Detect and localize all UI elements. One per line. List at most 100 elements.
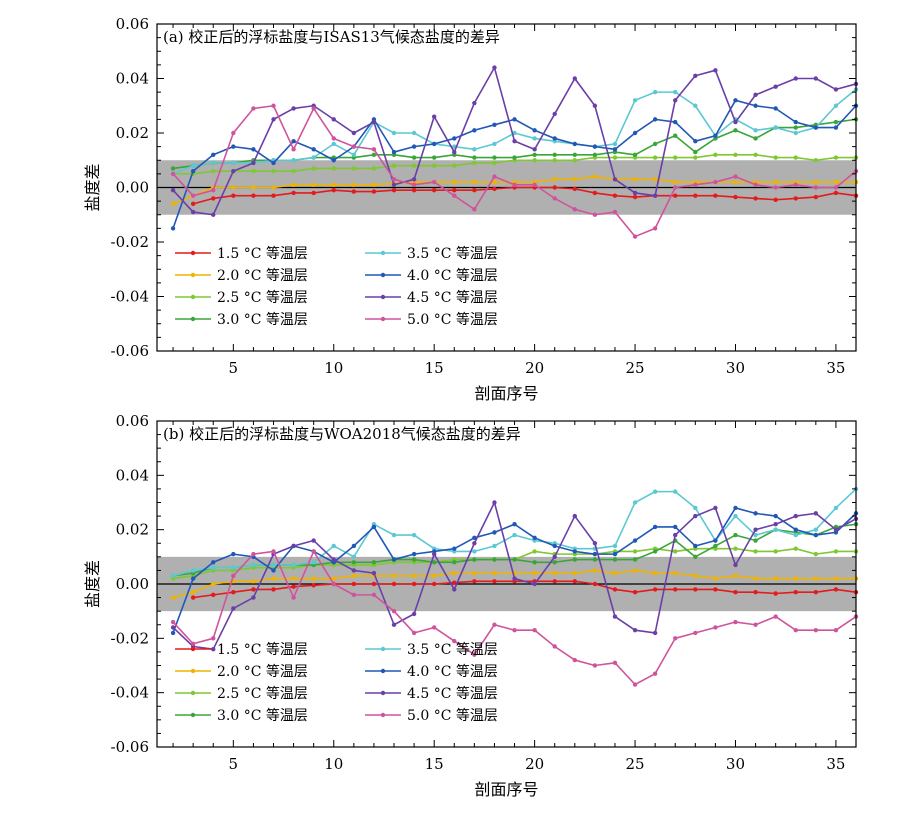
x-tick-label: 25 (626, 755, 645, 773)
data-point-s1-30 (773, 576, 778, 581)
data-point-s6-3 (231, 606, 236, 611)
data-point-s6-13 (431, 551, 437, 557)
data-point-s4-6 (291, 562, 296, 568)
data-point-s4-26 (693, 505, 698, 511)
data-point-s3-16 (492, 557, 497, 562)
data-point-s1-5 (271, 185, 276, 190)
legend-item-5: 4.0 °C 等温层 (365, 663, 498, 680)
x-tick-label: 10 (324, 755, 343, 773)
data-point-s5-16 (492, 530, 497, 535)
data-point-s6-1 (190, 209, 196, 215)
data-point-s4-11 (391, 532, 397, 538)
data-point-s0-24 (673, 587, 678, 592)
data-point-s2-2 (211, 168, 216, 174)
data-point-s3-19 (552, 152, 557, 157)
data-point-s2-29 (753, 549, 758, 554)
data-point-s3-31 (793, 125, 798, 130)
data-point-s6-3 (231, 168, 236, 174)
data-point-s2-13 (431, 163, 437, 168)
x-tick-label: 20 (525, 359, 544, 377)
data-point-s5-9 (351, 543, 357, 549)
data-point-s2-5 (271, 168, 276, 174)
data-point-s2-4 (251, 168, 256, 174)
data-point-s0-5 (291, 584, 296, 589)
data-point-s6-23 (632, 627, 638, 633)
data-point-s4-8 (331, 141, 336, 147)
y-tick-label: 0.04 (116, 466, 149, 484)
x-tick-label: 15 (425, 359, 444, 377)
data-point-s0-3 (251, 587, 256, 592)
data-point-s6-9 (351, 568, 357, 573)
data-point-s5-2 (211, 560, 216, 565)
data-point-s7-9 (351, 144, 357, 149)
data-point-s1-25 (673, 570, 678, 576)
data-point-s6-33 (833, 87, 839, 92)
legend-item-2: 2.5 °C 等温层 (175, 289, 308, 306)
data-point-s6-25 (673, 98, 678, 103)
data-point-s0-20 (592, 190, 598, 196)
data-point-s7-24 (652, 671, 658, 676)
data-point-s0-27 (733, 589, 738, 595)
data-point-s5-2 (211, 152, 216, 157)
data-point-s0-2 (231, 589, 236, 595)
data-point-s6-25 (673, 532, 678, 538)
data-point-s0-32 (833, 190, 839, 196)
data-point-s5-18 (532, 535, 537, 541)
data-point-s5-5 (271, 160, 276, 166)
y-tick-label: -0.06 (111, 738, 149, 756)
data-point-s7-28 (733, 174, 738, 179)
legend-swatch-marker (190, 668, 196, 674)
data-point-s7-16 (492, 174, 497, 179)
data-point-s6-8 (331, 117, 336, 122)
data-point-s5-17 (512, 117, 517, 122)
data-point-s1-5 (271, 576, 276, 581)
y-tick-label: -0.04 (111, 288, 149, 306)
data-point-s7-14 (452, 193, 457, 198)
legend-item-7: 5.0 °C 等温层 (365, 707, 498, 724)
data-point-s6-11 (391, 622, 397, 627)
data-point-s1-21 (592, 568, 598, 573)
y-axis-title: 盐度差 (83, 163, 102, 211)
data-point-s7-10 (371, 592, 377, 598)
data-point-s5-19 (552, 136, 557, 141)
data-point-s7-30 (773, 614, 778, 619)
data-point-s7-21 (592, 212, 598, 217)
data-point-s6-33 (833, 527, 839, 532)
data-point-s7-13 (431, 179, 437, 185)
legend-item-6: 4.5 °C 等温层 (365, 289, 498, 306)
data-point-s7-17 (512, 627, 517, 633)
data-point-s0-6 (311, 190, 316, 196)
data-point-s3-28 (733, 128, 738, 133)
x-tick-label: 35 (826, 359, 845, 377)
legend-swatch-marker (380, 316, 386, 322)
data-point-s5-26 (693, 543, 698, 549)
legend-label: 5.0 °C 等温层 (407, 707, 498, 724)
data-point-s7-19 (552, 644, 557, 649)
legend-label: 4.0 °C 等温层 (407, 663, 498, 680)
legend-swatch-marker (190, 316, 196, 322)
x-tick-label: 20 (525, 755, 544, 773)
data-point-s3-21 (592, 557, 598, 562)
legend-label: 3.0 °C 等温层 (217, 311, 308, 328)
data-point-s2-18 (532, 549, 537, 554)
data-point-s4-4 (251, 562, 256, 568)
legend-label: 2.0 °C 等温层 (217, 267, 308, 284)
data-point-s2-8 (331, 166, 336, 171)
data-point-s6-8 (331, 557, 336, 562)
data-point-s0-31 (813, 589, 819, 595)
data-point-s7-7 (311, 106, 316, 111)
legend-label: 2.5 °C 等温层 (217, 685, 308, 702)
data-point-s3-18 (532, 560, 537, 565)
data-point-s1-33 (833, 179, 839, 185)
data-point-s7-8 (331, 581, 336, 587)
data-point-s0-13 (452, 188, 457, 193)
data-point-s3-15 (472, 155, 477, 160)
data-point-s4-15 (472, 549, 477, 554)
data-point-s0-11 (411, 581, 417, 587)
x-tick-label: 30 (726, 359, 745, 377)
y-tick-label: 0.00 (116, 179, 149, 197)
data-point-s0-20 (592, 581, 598, 587)
data-point-s6-26 (693, 73, 698, 78)
data-point-s5-22 (612, 147, 618, 152)
